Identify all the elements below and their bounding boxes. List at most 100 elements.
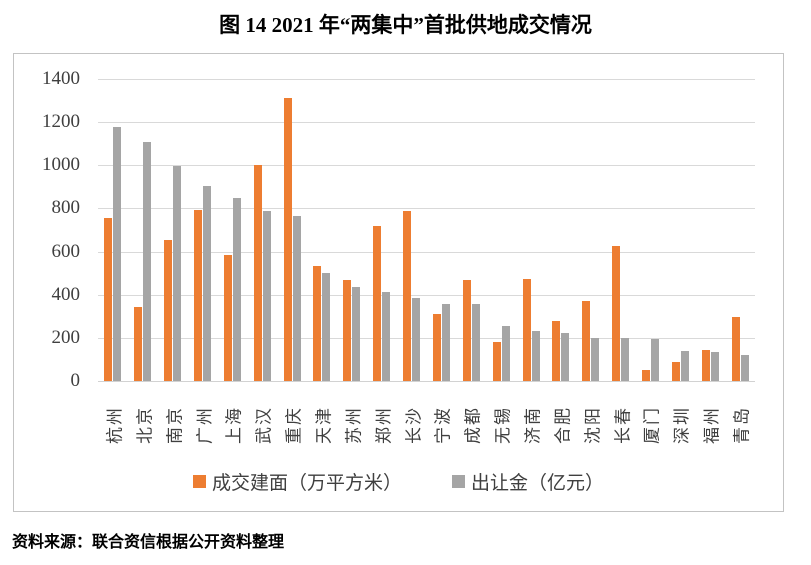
- bar-group-沈阳: [576, 79, 606, 381]
- x-category-label-text: 北京: [135, 406, 155, 444]
- bar-group-济南: [516, 79, 546, 381]
- bar: [561, 332, 570, 381]
- y-tick-label: 1200: [42, 111, 80, 133]
- bar-group-厦门: [636, 79, 666, 381]
- x-category-label-text: 重庆: [284, 406, 304, 444]
- x-category-label-text: 沈阳: [583, 406, 603, 444]
- gridline-800: [98, 208, 755, 210]
- x-category-label: 福州: [695, 387, 725, 463]
- bar: [134, 306, 143, 381]
- x-category-label-text: 天津: [314, 406, 334, 444]
- x-category-label-text: 杭州: [105, 406, 125, 444]
- bar: [552, 320, 561, 381]
- x-category-label-text: 深圳: [672, 406, 692, 444]
- x-category-label-text: 长沙: [404, 406, 424, 444]
- x-category-label: 深圳: [665, 387, 695, 463]
- bar: [373, 225, 382, 381]
- legend-item-churang-jin: 出让金（亿元）: [452, 468, 604, 495]
- gridline-1200: [98, 122, 755, 124]
- bar-group-深圳: [665, 79, 695, 381]
- legend-swatch-gray: [452, 475, 465, 488]
- x-category-label: 苏州: [337, 387, 367, 463]
- legend: 成交建面（万平方米） 出让金（亿元）: [14, 468, 783, 495]
- bar-group-上海: [217, 79, 247, 381]
- bar: [432, 314, 441, 381]
- bar-group-北京: [128, 79, 158, 381]
- x-category-label: 杭州: [98, 387, 128, 463]
- bar: [522, 278, 531, 381]
- gridline-200: [98, 337, 755, 339]
- bar-group-苏州: [337, 79, 367, 381]
- bar: [194, 209, 202, 381]
- bar: [143, 141, 152, 381]
- x-category-label: 广州: [188, 387, 218, 463]
- chart-title: 图 14 2021 年“两集中”首批供地成交情况: [219, 13, 592, 37]
- x-category-label-text: 福州: [702, 406, 722, 444]
- bar: [671, 361, 680, 381]
- x-category-label-text: 长春: [613, 406, 633, 444]
- chart-frame: 0 200 400 600 800 1000 1200 1400 杭州 北京 南京 广州 上海 武汉 重庆…: [13, 53, 784, 512]
- x-axis-line: [98, 381, 755, 382]
- gridline-400: [98, 294, 755, 296]
- x-category-label: 郑州: [367, 387, 397, 463]
- bar-group-武汉: [247, 79, 277, 381]
- x-category-label-text: 厦门: [642, 406, 662, 444]
- y-tick-label: 1400: [42, 68, 80, 89]
- y-tick-label: 1000: [42, 154, 80, 176]
- bar-group-福州: [695, 79, 725, 381]
- bar: [253, 165, 262, 381]
- x-category-label: 武汉: [247, 387, 277, 463]
- bar-group-合肥: [546, 79, 576, 381]
- x-category-label: 无锡: [486, 387, 516, 463]
- x-category-label-text: 广州: [195, 406, 214, 444]
- x-category-label-text: 南京: [165, 406, 185, 444]
- bar: [313, 265, 322, 381]
- bar: [164, 239, 173, 381]
- bar: [501, 326, 510, 381]
- x-category-label-text: 青岛: [732, 406, 752, 444]
- bar: [641, 370, 650, 381]
- bar-group-长沙: [397, 79, 427, 381]
- x-category-label: 厦门: [636, 387, 666, 463]
- x-category-label: 青岛: [725, 387, 755, 463]
- bar: [710, 351, 719, 381]
- bar-group-杭州: [98, 79, 128, 381]
- bar: [591, 337, 600, 381]
- bar: [352, 287, 361, 381]
- x-category-label-text: 郑州: [374, 406, 394, 444]
- bar: [104, 218, 113, 381]
- bar: [621, 337, 630, 381]
- y-tick-label: 0: [70, 370, 81, 391]
- bar: [701, 349, 710, 381]
- bar-group-无锡: [486, 79, 516, 381]
- bar: [462, 279, 471, 381]
- x-category-label: 长春: [606, 387, 636, 463]
- bar-group-宁波: [427, 79, 457, 381]
- bar-group-广州: [188, 79, 218, 381]
- bar-group-重庆: [277, 79, 307, 381]
- x-category-label: 长沙: [397, 387, 427, 463]
- x-category-label: 上海: [217, 387, 247, 463]
- x-category-label-text: 合肥: [553, 406, 573, 444]
- x-category-label-text: 宁波: [433, 406, 453, 444]
- x-category-label: 济南: [516, 387, 546, 463]
- bar: [382, 291, 391, 381]
- x-category-label: 南京: [158, 387, 188, 463]
- y-tick-label: 400: [51, 283, 81, 305]
- legend-swatch-orange: [192, 475, 206, 488]
- y-tick-label: 800: [51, 197, 81, 219]
- y-tick-label: 600: [51, 240, 81, 262]
- bar-group-天津: [307, 79, 337, 381]
- bar: [441, 304, 450, 381]
- source-note: 资料来源：联合资信根据公开资料整理: [12, 534, 285, 551]
- bar: [740, 355, 749, 381]
- x-category-label-text: 上海: [224, 406, 244, 444]
- gridline-600: [98, 251, 755, 253]
- x-category-label: 重庆: [277, 387, 307, 463]
- x-category-label: 成都: [456, 387, 486, 463]
- y-tick-label: 200: [51, 326, 81, 348]
- x-category-label: 宁波: [427, 387, 457, 463]
- bar: [232, 197, 241, 381]
- x-category-label: 沈阳: [576, 387, 606, 463]
- bar: [492, 342, 501, 381]
